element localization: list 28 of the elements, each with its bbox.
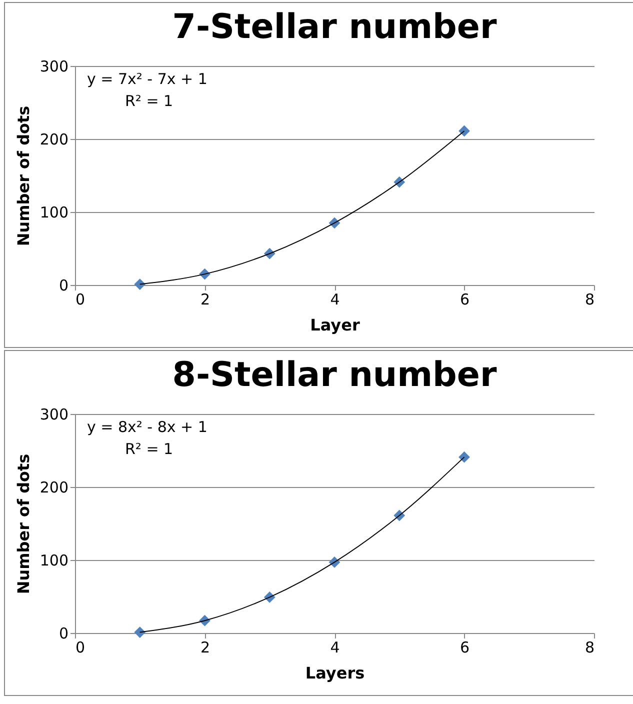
annotation: y = 8x² - 8x + 1 [87,418,208,436]
y-axis-title: Number of dots [14,454,33,594]
x-tick-label: 2 [200,638,210,656]
annotation: R² = 1 [125,440,174,458]
y-tick-label: 0 [58,624,68,642]
x-tick-label: 8 [584,638,594,656]
x-tick-label: 8 [584,290,594,308]
y-tick-label: 200 [40,478,68,496]
y-axis-title: Number of dots [14,106,33,246]
y-tick-label: 100 [40,204,68,222]
chart-title: 8-Stellar number [172,355,497,395]
x-tick-label: 6 [460,290,470,308]
y-tick-label: 300 [40,406,68,424]
chart-title: 7-Stellar number [172,7,497,47]
x-tick-label: 6 [460,638,470,656]
y-tick-label: 300 [40,58,68,76]
annotation: y = 7x² - 7x + 1 [87,70,208,88]
y-tick-label: 0 [58,276,68,294]
x-tick-label: 4 [330,290,340,308]
x-axis-title: Layers [305,664,365,682]
x-axis-title: Layer [310,316,360,334]
annotation: R² = 1 [125,92,174,110]
x-tick-label: 0 [76,638,86,656]
x-tick-label: 0 [76,290,86,308]
y-tick-label: 200 [40,130,68,148]
y-tick-label: 100 [40,552,68,570]
x-tick-label: 2 [200,290,210,308]
x-tick-label: 4 [330,638,340,656]
